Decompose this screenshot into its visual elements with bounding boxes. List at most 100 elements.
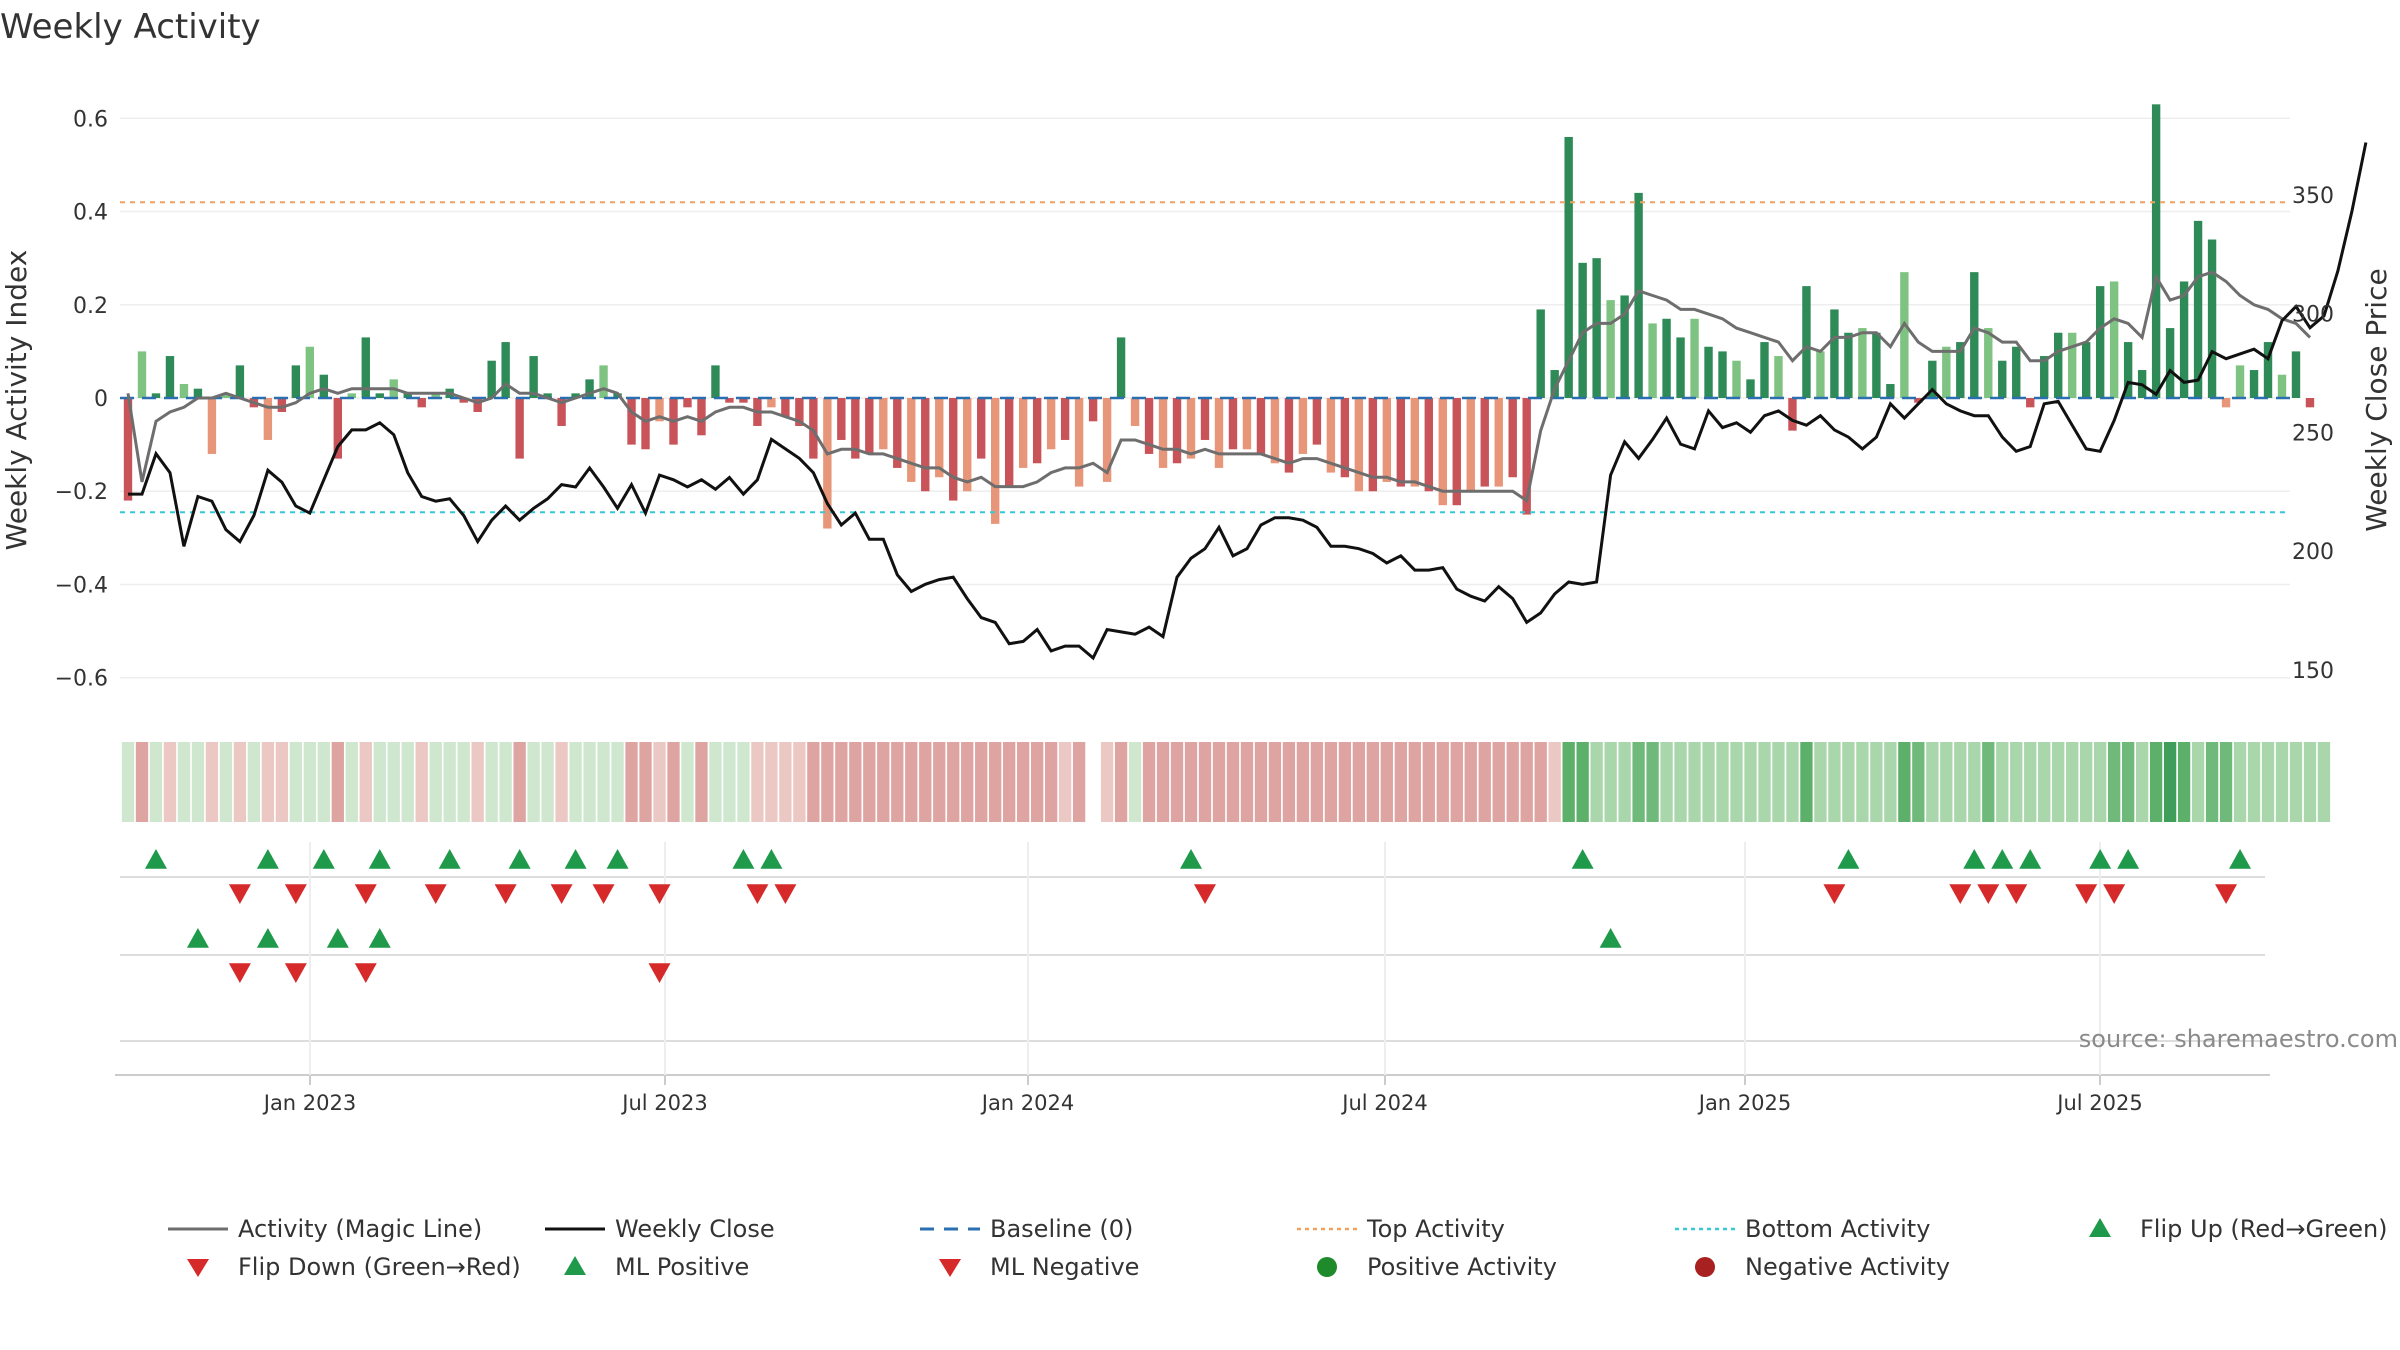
activity-strip-cell [2066,742,2079,822]
activity-strip-cell [1072,742,1086,822]
flip-up-marker [1180,849,1203,869]
activity-bar [865,398,874,454]
activity-bar [1102,398,1112,482]
activity-bar [739,398,748,403]
legend-label: Baseline (0) [990,1215,1133,1243]
activity-bar [1116,337,1126,399]
activity-strip-cell [1968,742,1981,822]
activity-strip-cell [513,742,526,822]
flip-up-marker [312,849,335,869]
activity-strip-cell [1548,742,1561,822]
activity-strip-cell [1884,742,1897,822]
activity-strip-cell [1926,742,1939,822]
activity-strip-cell [1464,742,1477,822]
activity-strip-cell [2317,742,2331,822]
activity-strip-cell [779,742,792,822]
activity-bar [1130,398,1140,426]
activity-bar [165,356,175,399]
activity-bar [1522,398,1531,515]
activity-strip-cell [457,742,470,822]
flip-down-marker [2075,884,2098,904]
y-axis-label: Weekly Activity Index [0,250,33,551]
ml-negative-marker [228,963,251,983]
activity-bar [1872,332,1881,399]
y2-tick-label: 300 [2292,303,2334,328]
activity-bar [1830,309,1839,399]
activity-strip-cell [2080,742,2093,822]
flip-up-marker [1963,849,1986,869]
flip-down-marker [2215,884,2238,904]
flip-up-marker [606,849,629,869]
activity-bar [1760,342,1769,399]
activity-bar [2026,398,2035,408]
activity-strip-cell [2052,742,2065,822]
activity-strip-cell [807,742,820,822]
activity-strip-cell [751,742,764,822]
activity-strip-cell [723,742,736,822]
flip-down-marker [2005,884,2028,904]
activity-strip-cell [485,742,498,822]
activity-strip-cell [1590,742,1603,822]
activity-bar [1886,384,1895,399]
flip-up-marker [1571,849,1594,869]
activity-bar [1858,328,1867,399]
activity-bar [963,398,972,492]
activity-strip-cell [1310,742,1324,822]
activity-strip-cell [947,742,960,822]
activity-bar [305,346,315,399]
activity-strip-cell [989,742,1002,822]
activity-strip-cell [2024,742,2037,822]
activity-strip-cell [2177,742,2191,822]
legend: Activity (Magic Line) Weekly Close Baselin… [168,1215,2388,1281]
activity-strip-cell [919,742,932,822]
activity-bar [2221,398,2231,408]
flip-down-marker [1194,884,1216,904]
legend-triangle-down-icon [187,1259,209,1277]
activity-bar [557,398,566,426]
activity-bar [2305,398,2315,408]
activity-strip-cell [2289,742,2303,822]
activity-bar [2277,374,2287,399]
activity-strip-cell [1982,742,1995,822]
activity-bar [627,398,636,445]
flip-down-marker [592,884,615,904]
activity-strip-cell [401,742,414,822]
activity-strip-cell [1646,742,1659,822]
activity-bar [2193,220,2203,399]
activity-bar [1088,398,1098,422]
activity-strip-cell [2219,742,2233,822]
flip-down-marker [284,884,307,904]
activity-strip-cell [1674,742,1687,822]
flip-up-marker [2229,849,2252,869]
legend-label: Top Activity [1366,1215,1505,1243]
activity-strip-cell [765,742,778,822]
ml-positive-marker [256,928,279,948]
activity-strip-cell [1954,742,1967,822]
activity-strip-cell [2261,742,2275,822]
activity-bar [1186,398,1196,459]
activity-bar [767,398,776,408]
activity-strip-cell [2233,742,2247,822]
flip-down-marker [746,884,769,904]
activity-strip-cell [625,742,638,822]
activity-strip-cell [737,742,750,822]
activity-bar [990,398,1000,524]
activity-strip-cell [1618,742,1631,822]
magic-line [126,270,2312,504]
activity-bar [907,398,916,482]
activity-bar [2081,342,2091,399]
flip-down-marker [1949,884,1972,904]
activity-strip-cell [583,742,596,822]
activity-bar [2109,281,2119,399]
left-axis-ticks: 0.6 0.4 0.2 0 −0.2 −0.4 −0.6 [55,107,108,691]
activity-bar [2095,286,2105,399]
flip-down-marker [550,884,573,904]
activity-bar [1998,360,2007,399]
activity-strip-cell [1632,742,1645,822]
legend-triangle-down-icon [939,1259,961,1277]
activity-strip-cell [1534,742,1547,822]
activity-bar [781,398,790,417]
activity-bar [1396,398,1406,487]
activity-strip-cell [331,742,344,822]
activity-bar [1732,360,1741,399]
